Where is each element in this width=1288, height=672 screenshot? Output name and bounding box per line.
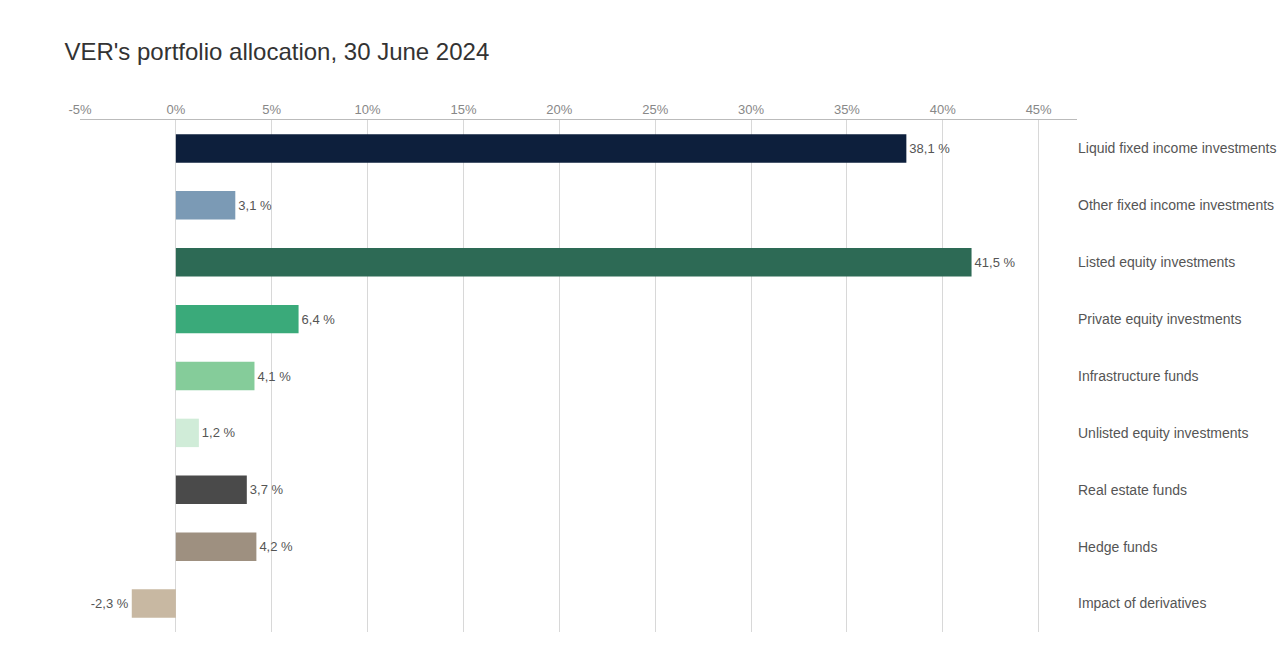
svg-text:Impact of derivatives: Impact of derivatives xyxy=(1078,595,1206,611)
svg-text:4,1 %: 4,1 % xyxy=(257,369,291,384)
svg-text:-5%: -5% xyxy=(68,102,92,117)
svg-text:4,2 %: 4,2 % xyxy=(259,539,293,554)
svg-text:Unlisted equity investments: Unlisted equity investments xyxy=(1078,425,1248,441)
svg-text:Infrastructure funds: Infrastructure funds xyxy=(1078,368,1199,384)
svg-text:-2,3 %: -2,3 % xyxy=(91,596,129,611)
svg-text:1,2 %: 1,2 % xyxy=(202,425,236,440)
svg-text:3,7 %: 3,7 % xyxy=(250,482,284,497)
svg-text:38,1 %: 38,1 % xyxy=(909,141,950,156)
svg-text:Other fixed income investments: Other fixed income investments xyxy=(1078,197,1274,213)
svg-text:45%: 45% xyxy=(1026,102,1052,117)
svg-text:6,4 %: 6,4 % xyxy=(302,312,336,327)
svg-text:Real estate funds: Real estate funds xyxy=(1078,482,1187,498)
svg-text:41,5 %: 41,5 % xyxy=(975,255,1016,270)
svg-text:3,1 %: 3,1 % xyxy=(238,198,272,213)
svg-text:0%: 0% xyxy=(166,102,185,117)
svg-text:Private equity investments: Private equity investments xyxy=(1078,311,1241,327)
svg-text:25%: 25% xyxy=(642,102,668,117)
svg-text:40%: 40% xyxy=(930,102,956,117)
svg-text:10%: 10% xyxy=(355,102,381,117)
svg-text:Hedge funds: Hedge funds xyxy=(1078,539,1157,555)
svg-text:VER's portfolio allocation, 30: VER's portfolio allocation, 30 June 2024 xyxy=(64,38,489,65)
svg-text:5%: 5% xyxy=(262,102,281,117)
svg-text:15%: 15% xyxy=(450,102,476,117)
svg-text:30%: 30% xyxy=(738,102,764,117)
svg-text:20%: 20% xyxy=(546,102,572,117)
svg-text:35%: 35% xyxy=(834,102,860,117)
svg-text:Listed equity investments: Listed equity investments xyxy=(1078,254,1235,270)
svg-text:Liquid fixed income investment: Liquid fixed income investments xyxy=(1078,140,1276,156)
